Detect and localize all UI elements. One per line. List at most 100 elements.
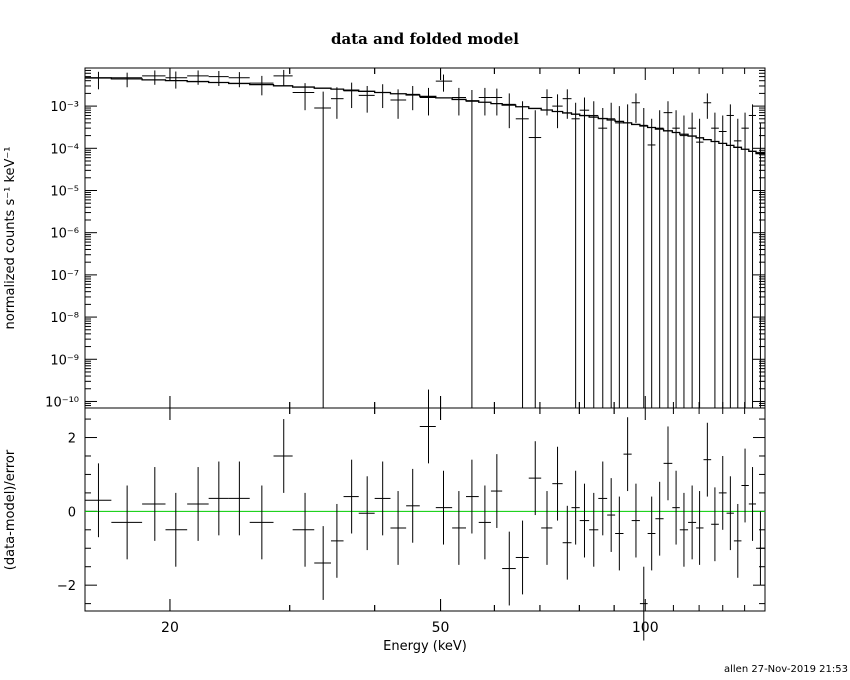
residual-point xyxy=(623,417,632,492)
footer-stamp: allen 27-Nov-2019 21:53 xyxy=(724,664,848,675)
data-point xyxy=(466,90,479,408)
data-point xyxy=(623,104,632,408)
data-point xyxy=(330,87,344,119)
y-tick-label: 10⁻⁹ xyxy=(50,353,79,368)
residual-point xyxy=(165,492,188,567)
data-point xyxy=(672,110,680,408)
data-point xyxy=(165,71,188,89)
data-point xyxy=(631,93,640,123)
data-point xyxy=(607,102,616,408)
data-point xyxy=(718,115,727,408)
data-point xyxy=(358,85,375,113)
y-tick-label: −2 xyxy=(57,579,76,594)
residual-point xyxy=(607,478,616,552)
residual-point xyxy=(406,468,420,543)
residual-point xyxy=(208,461,229,536)
residual-point xyxy=(571,470,580,545)
data-point xyxy=(273,69,293,86)
data-point xyxy=(571,102,580,408)
residual-point xyxy=(733,503,742,578)
y-tick-label: 10⁻³ xyxy=(50,100,79,115)
data-point xyxy=(733,118,742,408)
model-curve xyxy=(85,77,765,155)
y-tick-label: 10⁻⁸ xyxy=(50,311,79,326)
data-point xyxy=(679,115,689,408)
residual-point xyxy=(703,422,712,497)
x-tick-label: 100 xyxy=(632,620,659,636)
top-panel-frame xyxy=(84,67,766,409)
data-point xyxy=(187,70,209,85)
residual-point xyxy=(562,505,572,580)
data-point xyxy=(639,108,648,408)
residual-point xyxy=(358,476,375,551)
residual-point xyxy=(187,467,209,541)
residual-points xyxy=(85,389,765,641)
data-point xyxy=(515,101,529,408)
data-point xyxy=(142,70,166,85)
bottom-panel-ticks xyxy=(85,408,766,611)
y-tick-label: 10⁻¹⁰ xyxy=(45,395,79,410)
data-point xyxy=(615,106,624,408)
data-point xyxy=(756,122,765,408)
residual-point xyxy=(688,485,697,560)
residual-point xyxy=(515,520,529,595)
residual-point xyxy=(343,459,359,534)
residual-point xyxy=(452,491,467,565)
data-point xyxy=(703,93,712,119)
y-tick-label: 0 xyxy=(68,505,76,520)
residual-point xyxy=(502,531,516,606)
data-point xyxy=(390,89,407,119)
residual-point xyxy=(314,526,331,600)
residual-point xyxy=(726,476,734,551)
residual-point xyxy=(589,492,599,567)
residual-point xyxy=(330,503,344,578)
data-point xyxy=(663,101,673,408)
residual-point xyxy=(249,485,274,560)
data-point xyxy=(726,104,734,408)
data-point xyxy=(502,93,516,129)
data-point xyxy=(711,112,719,408)
y-tick-label: 10⁻⁵ xyxy=(50,184,79,199)
data-point xyxy=(647,118,656,408)
data-point xyxy=(541,89,553,116)
residual-point xyxy=(672,470,680,545)
top-panel-ticks xyxy=(85,67,766,408)
residual-point xyxy=(748,467,757,541)
residual-point xyxy=(598,461,608,536)
residual-point xyxy=(579,483,590,558)
residual-point xyxy=(639,566,648,641)
residual-point xyxy=(85,463,112,538)
bottom-panel-frame xyxy=(84,407,766,612)
data-point xyxy=(741,112,749,408)
residual-point xyxy=(490,454,503,528)
residual-point xyxy=(466,459,479,534)
x-axis-label: Energy (keV) xyxy=(383,639,467,654)
y-tick-label: 10⁻⁶ xyxy=(50,227,79,242)
model-step-line xyxy=(85,77,765,155)
top-panel-y-tick-labels: 10⁻³ 10⁻⁴ 10⁻⁵ 10⁻⁶ 10⁻⁷ 10⁻⁸ 10⁻⁹ 10⁻¹⁰ xyxy=(45,100,79,410)
data-point xyxy=(435,74,453,92)
residual-point xyxy=(142,467,166,541)
data-point xyxy=(655,110,664,408)
residual-point xyxy=(273,419,293,493)
residual-point xyxy=(756,511,765,586)
y-tick-label: 2 xyxy=(68,432,76,447)
residual-point xyxy=(552,446,563,521)
residual-point xyxy=(478,485,491,560)
residual-point xyxy=(663,426,673,501)
residual-point xyxy=(528,441,542,516)
data-point xyxy=(696,118,704,408)
data-point xyxy=(85,71,112,90)
data-point xyxy=(419,87,436,116)
residual-point xyxy=(631,483,640,558)
data-point xyxy=(228,72,250,88)
data-point xyxy=(490,88,503,116)
data-point xyxy=(688,112,697,408)
x-tick-labels: 20 50 100 xyxy=(161,620,659,636)
residual-point xyxy=(541,491,553,565)
residual-point xyxy=(374,461,391,536)
x-tick-label: 20 xyxy=(161,620,179,636)
residual-point xyxy=(655,481,664,556)
data-points xyxy=(85,69,765,408)
residual-point xyxy=(718,455,727,530)
